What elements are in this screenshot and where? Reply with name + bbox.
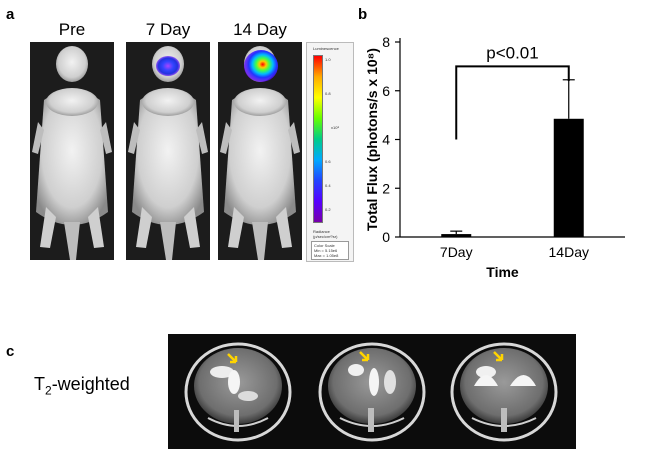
- colorbar-tick-4: 0.4: [325, 183, 331, 188]
- mouse-image-14day: [218, 42, 302, 260]
- mri-slice-2: [318, 342, 426, 442]
- mouse-image-7day: [126, 42, 210, 260]
- mouse-label-7day: 7 Day: [145, 20, 191, 39]
- colorbar-units: (p/sec/cm²/sr): [313, 234, 338, 239]
- x-tick-label-7Day: 7Day: [440, 244, 473, 260]
- colorbar-tick-2: 0.8: [325, 91, 331, 96]
- color-scale-box: Color Scale Min = 5.15e6 Max = 1.05e8: [311, 241, 349, 260]
- y-tick-label-0: 0: [382, 229, 390, 245]
- total-flux-bar-chart: 0 2 4 6 8 7Day 14Day p<0.01 Time Total Flux (…: [364, 34, 625, 280]
- bioluminescence-signal-7day: [156, 56, 180, 76]
- x-tick-label-14Day: 14Day: [549, 244, 589, 260]
- bar-7Day: [441, 234, 472, 237]
- luminescence-colorbar-box: Luminescence 1.0 0.8 x10⁸ 0.6 0.4 0.2 Ra…: [306, 42, 354, 262]
- colorbar-units-label: Radiance: [313, 229, 330, 234]
- panel-b-label: b: [358, 6, 368, 23]
- mri-slice-1: [184, 342, 292, 442]
- y-axis-label: Total Flux (photons/s x 10⁸): [364, 48, 380, 231]
- mouse-label-14day: 14 Day: [233, 20, 287, 39]
- mouse-image-pre: [30, 42, 114, 260]
- t2-label-rest: -weighted: [51, 374, 130, 394]
- significance-bracket: [455, 65, 570, 140]
- panel-a-label: a: [6, 6, 15, 23]
- x-axis-label: Time: [486, 264, 519, 280]
- y-tick-label-2: 4: [382, 132, 390, 148]
- color-scale-max: Max = 1.05e8: [314, 253, 339, 258]
- colorbar-exponent: x10⁸: [331, 125, 340, 130]
- bioluminescence-signal-14day: [244, 50, 278, 82]
- p-value-annotation: p<0.01: [486, 43, 538, 62]
- colorbar-tick-3: 0.6: [325, 159, 331, 164]
- colorbar-tick-5: 0.2: [325, 207, 331, 212]
- y-tick-label-1: 2: [382, 180, 390, 196]
- colorbar-tick-1: 1.0: [325, 57, 331, 62]
- mri-t2-panel: [168, 334, 576, 449]
- mouse-label-pre: Pre: [58, 20, 86, 39]
- t2-label-main: T: [34, 374, 45, 394]
- y-tick-label-4: 8: [382, 34, 390, 50]
- mri-slice-3: [450, 342, 558, 442]
- colorbar-gradient: [313, 55, 323, 223]
- color-scale-title: Color Scale: [314, 243, 335, 248]
- y-tick-label-3: 6: [382, 83, 390, 99]
- bar-14Day: [553, 118, 584, 237]
- t2-label-sub: 2: [45, 383, 52, 398]
- colorbar-title: Luminescence: [313, 46, 339, 51]
- color-scale-min: Min = 5.15e6: [314, 248, 338, 253]
- panel-c-label: c: [6, 343, 15, 360]
- t2-weighted-label: T2-weighted: [34, 374, 130, 398]
